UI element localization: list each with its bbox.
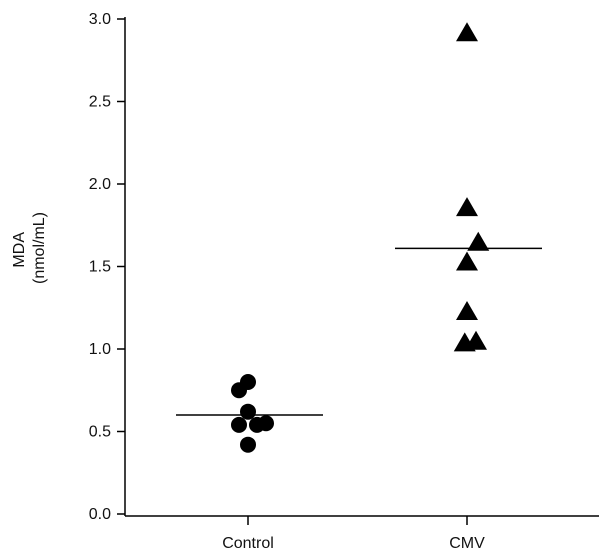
y-tick-label: 1.0	[89, 341, 111, 358]
y-tick-label: 0.5	[89, 424, 111, 441]
data-point-control	[240, 436, 256, 453]
data-point-control	[231, 416, 247, 433]
plot-area	[176, 22, 542, 453]
y-axis-title: MDA (nmol/mL)	[11, 212, 48, 284]
y-tick-label: 2.0	[89, 176, 111, 193]
data-point-cmv	[456, 251, 478, 271]
x-axis: Control CMV	[125, 515, 599, 552]
y-axis-title-unit: (nmol/mL)	[31, 212, 48, 284]
data-point-cmv	[456, 197, 478, 217]
data-point-control	[240, 374, 256, 390]
y-axis-title-label: MDA	[11, 232, 28, 268]
y-tick-label: 3.0	[89, 11, 111, 28]
x-tick-label-control: Control	[222, 535, 274, 552]
data-point-control	[240, 403, 256, 420]
data-point-cmv	[465, 330, 487, 350]
y-tick-label: 0.0	[89, 506, 111, 523]
data-point-cmv	[456, 301, 478, 321]
data-point-cmv	[467, 231, 490, 251]
x-tick-label-cmv: CMV	[449, 535, 485, 552]
data-point-control	[258, 415, 274, 432]
y-tick-label: 1.5	[89, 259, 111, 276]
y-axis: 0.0 0.5 1.0 1.5 2.0 2.5 3.0	[89, 11, 126, 523]
data-point-cmv	[456, 22, 478, 42]
y-tick-label: 2.5	[89, 94, 111, 111]
